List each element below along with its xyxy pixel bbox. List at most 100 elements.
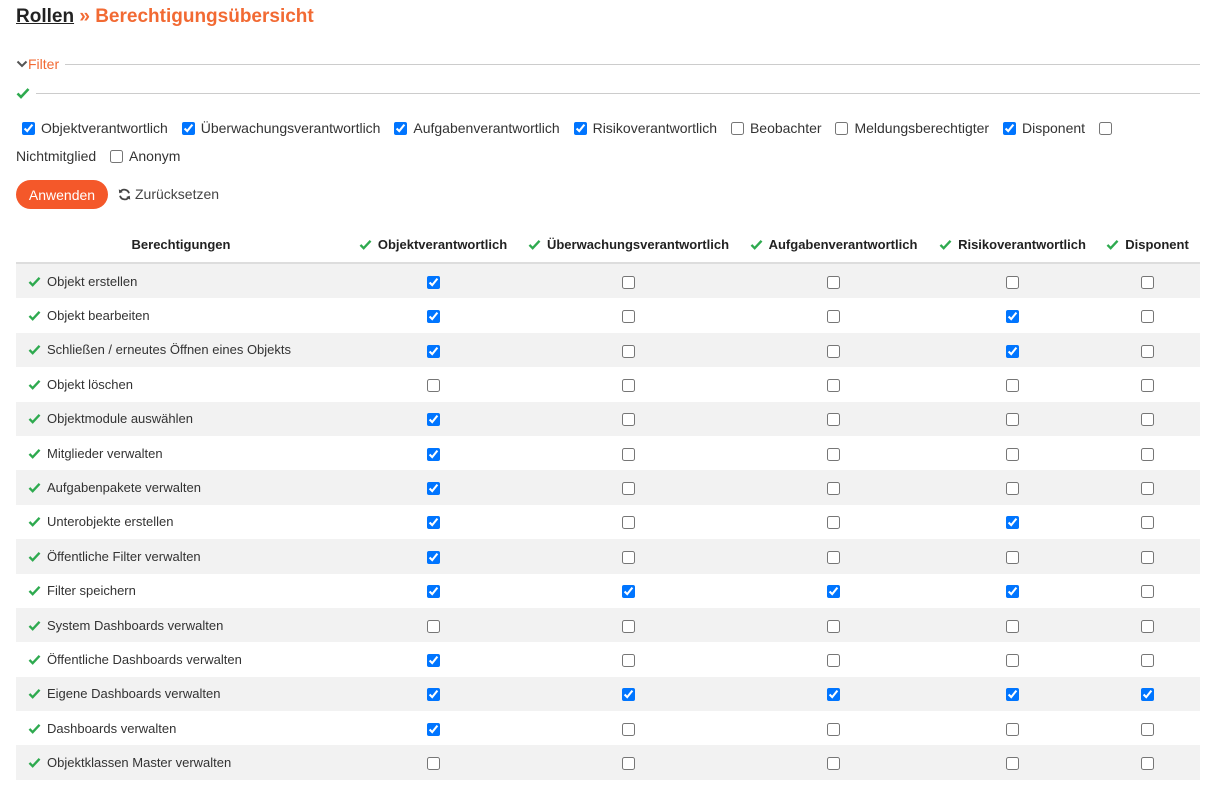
permission-checkbox[interactable] [1006,619,1019,633]
column-header[interactable]: Disponent [1095,226,1200,264]
permission-checkbox[interactable] [827,757,840,771]
permission-checkbox[interactable] [1141,516,1154,530]
permission-checkbox[interactable] [426,482,440,496]
permission-checkbox[interactable] [622,550,635,564]
permission-checkbox[interactable] [827,344,840,358]
permission-checkbox[interactable] [622,344,635,358]
permission-checkbox[interactable] [1141,310,1154,324]
permission-checkbox[interactable] [426,619,440,633]
permission-checkbox[interactable] [1006,722,1019,736]
permission-checkbox[interactable] [426,550,440,564]
filter-checkbox[interactable] [22,122,35,135]
permission-checkbox[interactable] [827,378,840,392]
permission-checkbox[interactable] [622,757,635,771]
permission-checkbox[interactable] [622,413,635,427]
permission-checkbox[interactable] [622,310,635,324]
filter-checkbox[interactable] [394,122,408,135]
permission-checkbox[interactable] [827,516,840,530]
permission-cell[interactable]: Öffentliche Dashboards verwalten [16,642,346,676]
filter-legend[interactable]: Filter [16,56,1200,72]
permission-checkbox[interactable] [622,378,635,392]
filter-option-label[interactable]: Objektverantwortlich [41,120,168,136]
permission-checkbox[interactable] [1006,447,1019,461]
permission-checkbox[interactable] [426,344,440,358]
permission-checkbox[interactable] [622,516,635,530]
permission-checkbox[interactable] [622,275,635,289]
permission-checkbox[interactable] [426,516,440,530]
permission-checkbox[interactable] [827,275,840,289]
breadcrumb-link[interactable]: Rollen [16,6,75,27]
permission-checkbox[interactable] [1141,378,1154,392]
permission-checkbox[interactable] [827,688,840,702]
permission-checkbox[interactable] [426,413,440,427]
permission-cell[interactable]: Schließen / erneutes Öffnen eines Objekt… [16,332,346,368]
permission-checkbox[interactable] [827,413,840,427]
permission-checkbox[interactable] [1006,757,1019,771]
filter-option-label[interactable]: Beobachter [749,120,822,136]
permission-checkbox[interactable] [622,585,635,599]
permission-checkbox[interactable] [827,482,840,496]
permission-cell[interactable]: Objektmodule auswählen [16,401,346,436]
permission-cell[interactable]: Aufgabenpakete verwalten [16,470,346,505]
filter-option-label[interactable]: Meldungsberechtigter [854,120,990,136]
column-header[interactable]: Überwachungsverantwortlich [520,226,737,264]
permission-checkbox[interactable] [827,310,840,324]
permission-checkbox[interactable] [1141,722,1154,736]
filter-option-label[interactable]: Anonym [129,148,181,164]
filter-checkbox[interactable] [110,150,124,163]
permission-cell[interactable]: Objekt erstellen [16,263,346,299]
permission-checkbox[interactable] [426,757,440,771]
permission-checkbox[interactable] [1006,413,1019,427]
permission-checkbox[interactable] [1006,688,1019,702]
permission-checkbox[interactable] [426,378,440,392]
permission-cell[interactable]: Mitglieder verwalten [16,436,346,470]
filter-checkbox[interactable] [181,122,195,135]
permission-checkbox[interactable] [1141,619,1154,633]
permission-checkbox[interactable] [1141,344,1154,358]
permission-checkbox[interactable] [622,482,635,496]
permission-checkbox[interactable] [622,688,635,702]
permission-cell[interactable]: Öffentliche Filter verwalten [16,539,346,574]
filter-option-label[interactable]: Disponent [1021,120,1086,136]
permission-checkbox[interactable] [1141,413,1154,427]
filter-checkbox[interactable] [835,122,849,135]
permission-checkbox[interactable] [426,275,440,289]
permission-checkbox[interactable] [1141,654,1154,668]
permission-checkbox[interactable] [1006,310,1019,324]
permission-cell[interactable]: Unterobjekte erstellen [16,505,346,539]
permission-checkbox[interactable] [622,722,635,736]
permission-checkbox[interactable] [622,619,635,633]
reset-button[interactable]: Zurücksetzen [118,186,219,202]
permission-checkbox[interactable] [622,654,635,668]
filter-option-label[interactable]: Überwachungsverantwortlich [200,120,381,136]
permission-cell[interactable]: Objektklassen Master verwalten [16,745,346,780]
filter-checkbox[interactable] [573,122,587,135]
permission-cell[interactable]: Dashboards verwalten [16,711,346,745]
permission-checkbox[interactable] [426,447,440,461]
permission-cell[interactable]: Objekt löschen [16,367,346,401]
filter-checkbox[interactable] [1098,122,1112,135]
filter-option-label[interactable]: Risikoverantwortlich [592,120,718,136]
permission-checkbox[interactable] [1006,482,1019,496]
permission-checkbox[interactable] [1141,447,1154,461]
column-header[interactable]: Objektverantwortlich [346,226,520,264]
permission-cell[interactable]: Filter speichern [16,574,346,608]
filter-option-label[interactable]: Nichtmitglied [16,148,97,164]
permission-checkbox[interactable] [827,585,840,599]
permission-checkbox[interactable] [1141,482,1154,496]
permission-checkbox[interactable] [426,654,440,668]
select-all[interactable] [16,87,1200,99]
permission-cell[interactable]: System Dashboards verwalten [16,607,346,643]
permission-checkbox[interactable] [426,585,440,599]
permission-checkbox[interactable] [1006,550,1019,564]
permission-checkbox[interactable] [426,310,440,324]
column-header[interactable]: Risikoverantwortlich [930,226,1095,264]
permission-checkbox[interactable] [827,619,840,633]
permission-cell[interactable]: Eigene Dashboards verwalten [16,676,346,712]
permission-checkbox[interactable] [1006,378,1019,392]
permission-checkbox[interactable] [827,722,840,736]
filter-option-label[interactable]: Aufgabenverantwortlich [413,120,560,136]
filter-checkbox[interactable] [1002,122,1016,135]
permission-checkbox[interactable] [1141,585,1154,599]
permission-checkbox[interactable] [827,654,840,668]
